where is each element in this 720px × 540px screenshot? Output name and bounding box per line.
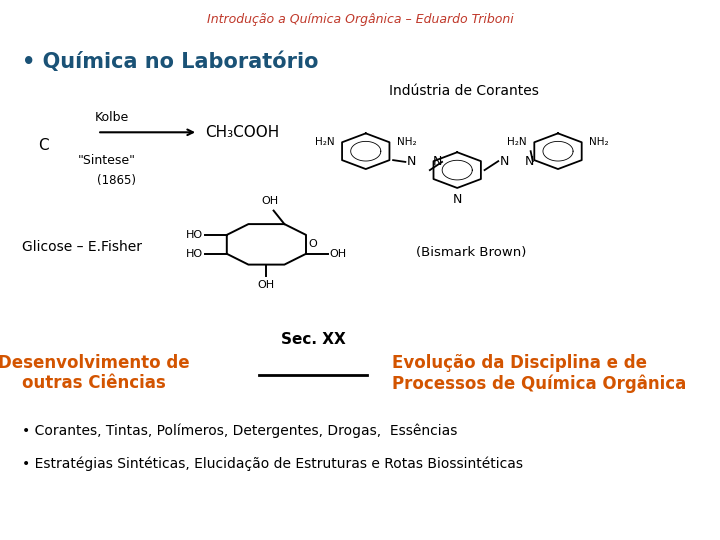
Text: O: O <box>308 239 317 249</box>
Text: N: N <box>433 156 443 168</box>
Text: Evolução da Disciplina e de
Processos de Química Orgânica: Evolução da Disciplina e de Processos de… <box>392 354 687 393</box>
Text: • Estratégias Sintéticas, Elucidação de Estruturas e Rotas Biossintéticas: • Estratégias Sintéticas, Elucidação de … <box>22 456 523 471</box>
Text: • Corantes, Tintas, Polímeros, Detergentes, Drogas,  Essências: • Corantes, Tintas, Polímeros, Detergent… <box>22 424 457 438</box>
Text: NH₂: NH₂ <box>589 137 608 147</box>
Text: N: N <box>524 154 534 168</box>
Text: H₂N: H₂N <box>508 137 527 147</box>
Text: Sec. XX: Sec. XX <box>281 332 346 347</box>
Text: HO: HO <box>186 249 203 259</box>
Text: (Bismark Brown): (Bismark Brown) <box>416 246 527 259</box>
Text: Indústria de Corantes: Indústria de Corantes <box>390 84 539 98</box>
Text: N: N <box>452 193 462 206</box>
Text: Introdução a Química Orgânica – Eduardo Triboni: Introdução a Química Orgânica – Eduardo … <box>207 14 513 26</box>
Text: CH₃COOH: CH₃COOH <box>205 125 279 140</box>
Text: N: N <box>499 154 509 168</box>
Text: OH: OH <box>258 280 275 290</box>
Text: Desenvolvimento de
outras Ciências: Desenvolvimento de outras Ciências <box>0 354 189 393</box>
Text: Glicose – E.Fisher: Glicose – E.Fisher <box>22 240 142 254</box>
Text: OH: OH <box>261 196 279 206</box>
Text: C: C <box>38 138 48 153</box>
Text: H₂N: H₂N <box>315 137 335 147</box>
Text: NH₂: NH₂ <box>397 137 416 147</box>
Text: Kolbe: Kolbe <box>94 111 129 124</box>
Text: • Química no Laboratório: • Química no Laboratório <box>22 51 318 72</box>
Text: (1865): (1865) <box>97 174 136 187</box>
Text: HO: HO <box>186 230 203 240</box>
Text: N: N <box>406 156 416 168</box>
Text: OH: OH <box>330 249 347 259</box>
Text: "Sintese": "Sintese" <box>78 154 135 167</box>
